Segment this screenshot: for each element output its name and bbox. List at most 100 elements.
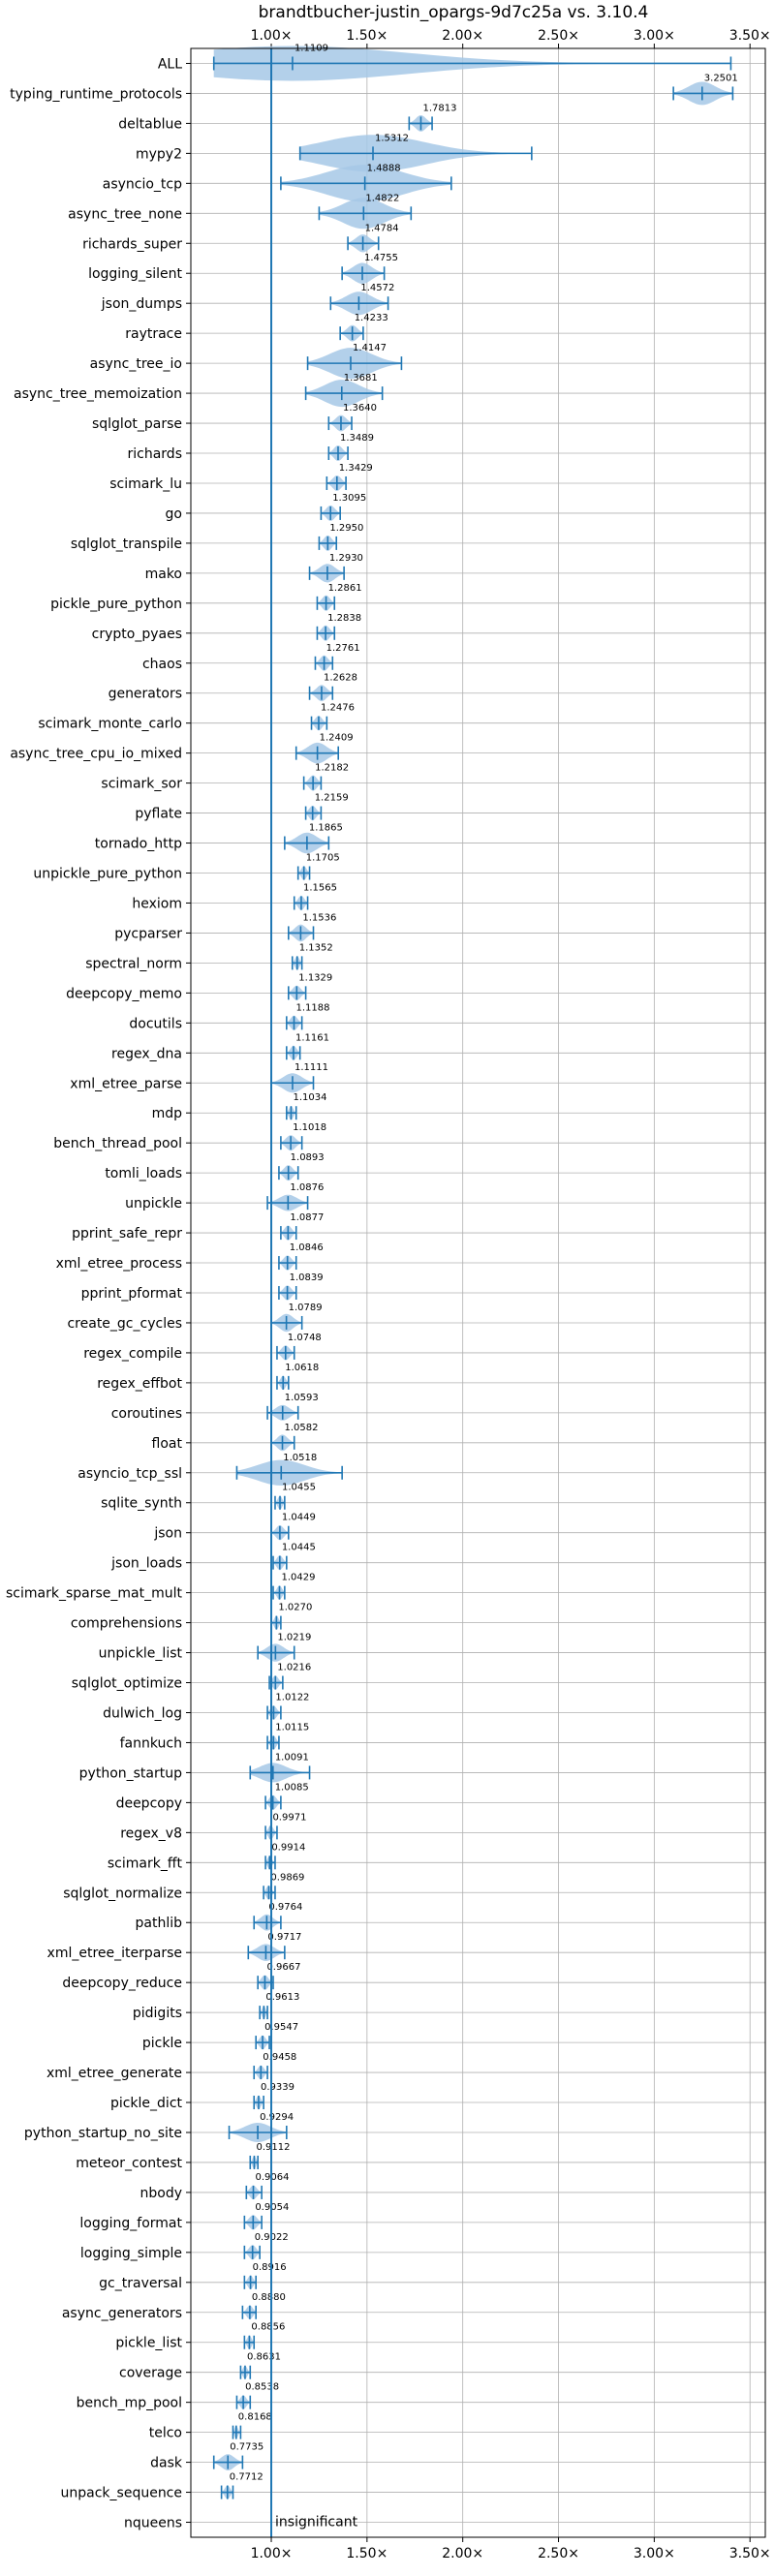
benchmark-label: gc_traversal: [99, 2276, 182, 2291]
benchmark-label: logging_format: [79, 2216, 182, 2231]
benchmark-label: go: [166, 506, 182, 522]
benchmark-label: scimark_sor: [101, 777, 182, 792]
value-label: 0.9613: [265, 1992, 299, 2003]
benchmark-label: dask: [150, 2456, 183, 2471]
value-label: 1.0219: [277, 1633, 311, 1643]
value-label: 1.3681: [344, 373, 378, 383]
benchmark-label: coroutines: [111, 1406, 182, 1422]
benchmark-label: scimark_monte_carlo: [38, 717, 182, 732]
benchmark-label: json: [153, 1526, 182, 1542]
value-label: 0.9339: [261, 2082, 294, 2093]
value-label: 0.9667: [266, 1962, 300, 1973]
x-tick-label: 3.50×: [729, 2546, 771, 2561]
benchmark-label: python_startup_no_site: [24, 2126, 182, 2141]
benchmark-label: xml_etree_iterparse: [47, 1946, 182, 1961]
benchmark-label: async_tree_memoization: [14, 386, 182, 402]
benchmark-label: pickle: [142, 2036, 182, 2051]
value-label: 1.0846: [290, 1242, 324, 1253]
value-label: 1.0893: [291, 1152, 325, 1163]
value-label: 1.5312: [375, 133, 409, 143]
benchmark-label: dulwich_log: [103, 1705, 182, 1721]
benchmark-label: meteor_contest: [76, 2156, 182, 2171]
value-label: 0.7735: [230, 2442, 264, 2453]
benchmark-label: deepcopy_reduce: [62, 1976, 182, 1991]
benchmark-label: comprehensions: [71, 1616, 182, 1632]
benchmark-label: pickle_list: [115, 2336, 182, 2351]
benchmark-label: deltablue: [118, 116, 182, 132]
benchmark-label: xml_etree_process: [56, 1256, 182, 1272]
benchmark-label: sqlglot_optimize: [72, 1676, 182, 1692]
value-label: 0.9764: [268, 1902, 302, 1913]
benchmark-label: sqlglot_transpile: [71, 537, 182, 552]
value-label: 0.8856: [251, 2322, 285, 2333]
x-tick-label: 3.00×: [634, 28, 675, 44]
benchmark-label: pprint_safe_repr: [72, 1226, 182, 1242]
value-label: 1.2861: [328, 583, 362, 594]
value-label: 1.4572: [360, 283, 394, 293]
x-tick-label: 1.50×: [346, 28, 388, 44]
value-label: 1.4888: [367, 163, 401, 173]
benchmark-label: unpack_sequence: [61, 2486, 182, 2501]
benchmark-label: nbody: [140, 2186, 183, 2201]
value-label: 1.1352: [299, 942, 333, 953]
benchmark-label: unpickle_list: [99, 1646, 183, 1662]
benchmark-label: generators: [108, 687, 182, 702]
value-label: 1.1865: [309, 823, 343, 834]
benchmark-label: pprint_pformat: [81, 1286, 183, 1302]
value-label: 1.3429: [339, 463, 373, 474]
plot-frame: [190, 47, 766, 2538]
value-label: 1.0085: [275, 1782, 309, 1793]
value-label: 1.0618: [285, 1363, 319, 1373]
benchmark-label: asyncio_tcp_ssl: [78, 1466, 182, 1482]
benchmark-label: python_startup: [79, 1765, 182, 1781]
value-label: 1.0582: [285, 1423, 319, 1433]
benchmark-label: unpickle_pure_python: [33, 867, 182, 882]
value-label: 1.1018: [293, 1122, 326, 1133]
value-label: 1.0429: [281, 1573, 315, 1583]
x-tick-label: 1.50×: [346, 2546, 388, 2561]
x-tick-label: 2.50×: [538, 2546, 579, 2561]
value-label: 1.0455: [282, 1483, 316, 1493]
value-label: 1.2159: [315, 793, 349, 804]
benchmark-label: regex_dna: [111, 1046, 182, 1061]
benchmark-label: asyncio_tcp: [103, 176, 182, 192]
benchmark-label: bench_mp_pool: [77, 2396, 182, 2411]
value-label: 1.1111: [294, 1062, 328, 1073]
value-label: 1.2761: [326, 643, 360, 654]
benchmark-label: sqlglot_parse: [92, 416, 182, 432]
x-tick-label: 1.00×: [251, 2546, 293, 2561]
value-label: 0.9547: [264, 2022, 298, 2033]
value-label: 1.0216: [277, 1663, 311, 1673]
value-label: 0.7712: [230, 2472, 264, 2483]
value-label: 1.1034: [293, 1092, 326, 1103]
benchmark-label: pyflate: [135, 807, 182, 822]
chart-title: brandtbucher-justin_opargs-9d7c25a vs. 3…: [259, 3, 649, 22]
benchmark-label: logging_simple: [80, 2246, 182, 2261]
benchmark-label: create_gc_cycles: [67, 1316, 182, 1332]
benchmark-label: regex_effbot: [97, 1376, 182, 1392]
value-label: 1.0449: [282, 1513, 316, 1523]
value-label: 0.9914: [271, 1842, 305, 1853]
value-label: 0.8168: [238, 2412, 272, 2423]
benchmark-label: deepcopy_memo: [66, 986, 182, 1001]
value-label: 1.2838: [327, 613, 361, 624]
x-tick-label: 2.00×: [442, 28, 483, 44]
benchmark-label: async_tree_cpu_io_mixed: [10, 747, 182, 762]
benchmark-label: pathlib: [136, 1916, 183, 1931]
benchmark-label: pidigits: [133, 2006, 182, 2021]
benchmark-label: mako: [145, 567, 182, 582]
benchmark-label: nqueens: [124, 2516, 182, 2531]
grid-lines: [186, 44, 765, 2542]
benchmark-label: async_tree_none: [68, 206, 182, 222]
benchmark-label: tomli_loads: [105, 1166, 182, 1181]
value-label: 1.0877: [290, 1212, 324, 1223]
value-label: 0.8916: [253, 2262, 287, 2273]
benchmark-label: richards_super: [82, 236, 182, 252]
benchmark-label: docutils: [129, 1016, 182, 1031]
benchmark-label: deepcopy: [116, 1795, 182, 1811]
value-label: 1.0270: [278, 1603, 312, 1613]
benchmark-labels: ALL typing_runtime_protocols deltablue mypy…: [6, 56, 183, 2530]
value-label: 0.8538: [245, 2382, 279, 2393]
value-label: 1.0593: [285, 1393, 319, 1403]
benchmark-label: fannkuch: [120, 1735, 182, 1751]
